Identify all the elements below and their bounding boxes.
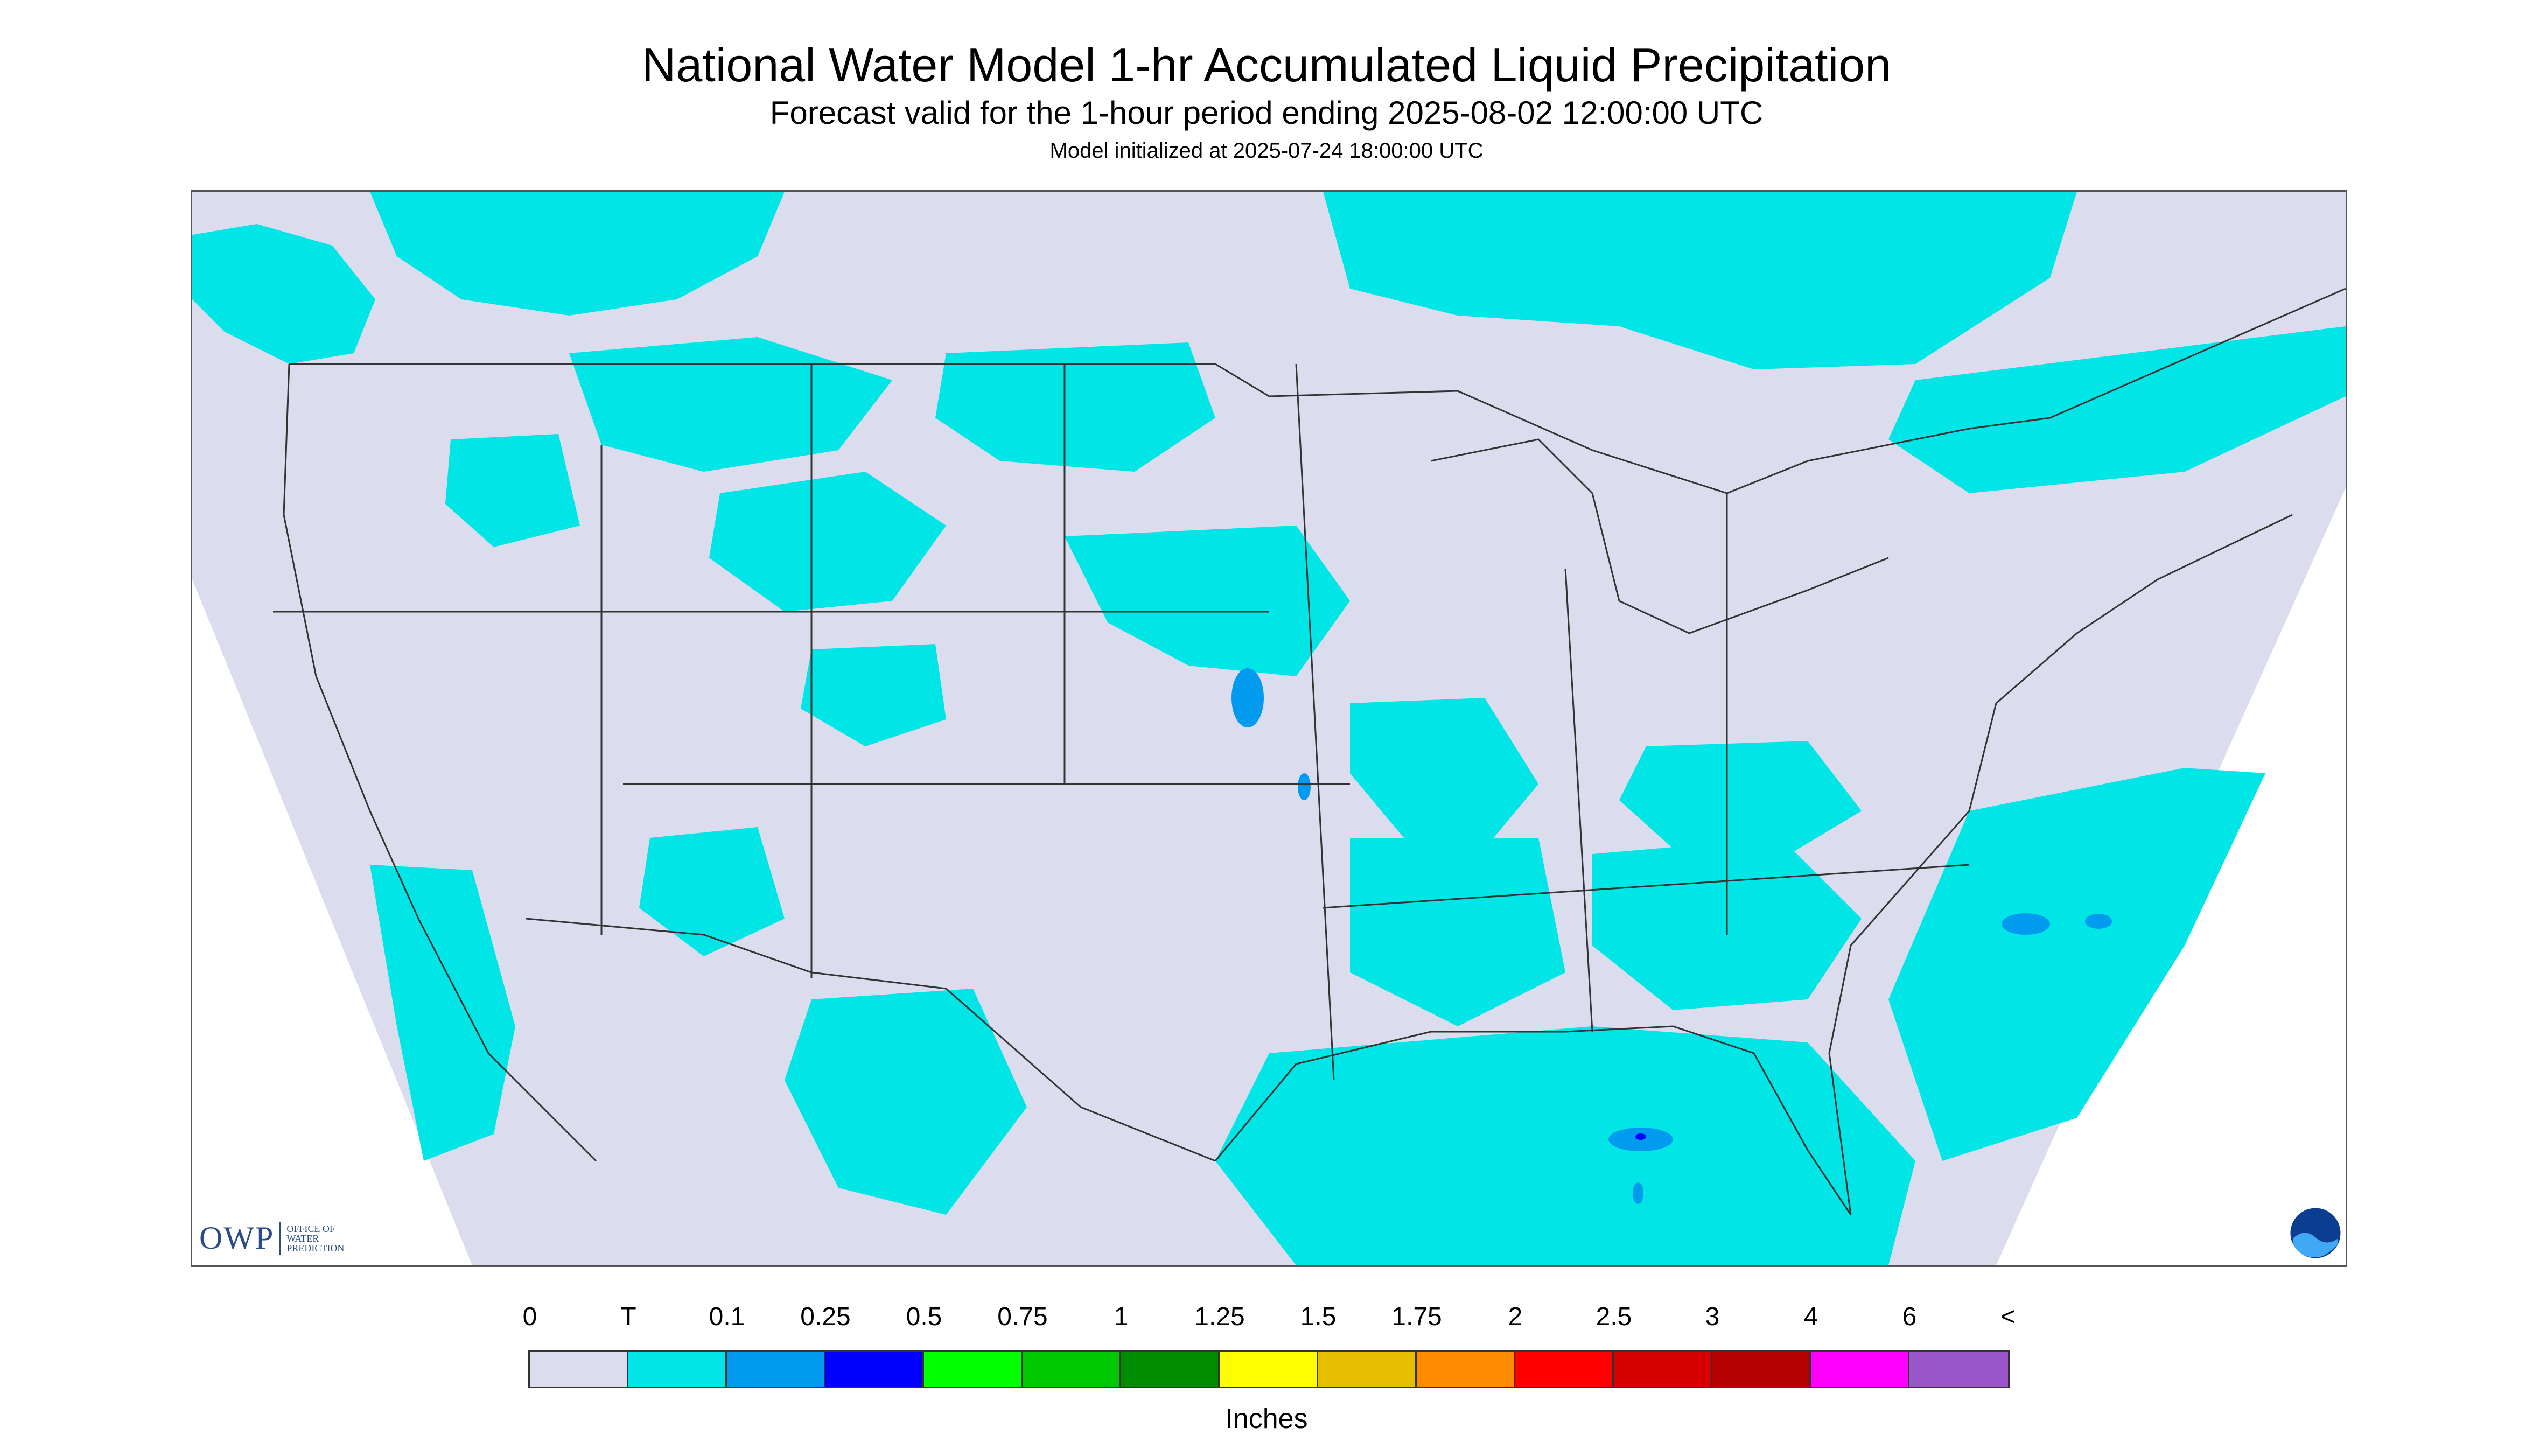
legend-labels: 0 T 0.1 0.25 0.5 0.75 1 1.25 1.5 1.75 2 2.5 3 4 6 < <box>0 1302 2533 1334</box>
precip-area-nebraska <box>1065 526 1350 676</box>
owp-logo-divider <box>279 1222 282 1255</box>
precip-area-ohio-valley <box>1619 741 1862 859</box>
precip-area-wyoming <box>709 472 946 612</box>
precip-area-atlantic <box>1888 768 2265 1161</box>
precip-spot-blue <box>1635 1133 1646 1140</box>
precip-area-northwest <box>192 224 375 364</box>
legend-swatch <box>1614 1352 1712 1387</box>
precip-area-canada-west <box>370 192 785 316</box>
legend-label: 3 <box>1705 1303 1720 1331</box>
owp-logo: OWP OFFICE OF WATER PREDICTION <box>199 1220 344 1257</box>
legend-swatch <box>1712 1352 1811 1387</box>
legend-swatch <box>825 1352 924 1387</box>
legend-swatch <box>1318 1352 1417 1387</box>
state-line-7 <box>1323 864 1970 909</box>
us-mexico-border <box>526 918 1216 1162</box>
legend-label: 0.75 <box>997 1303 1048 1331</box>
model-init-text: Model initialized at 2025-07-24 18:00:00… <box>1049 139 1484 163</box>
owp-logo-subtext: OFFICE OF WATER PREDICTION <box>286 1223 345 1254</box>
legend-swatch <box>530 1352 628 1387</box>
legend-label: < <box>2000 1303 2016 1331</box>
state-line-8 <box>1564 568 1593 1032</box>
legend-colorbar <box>528 1350 2010 1388</box>
legend-swatch <box>727 1352 825 1387</box>
precip-area-dakotas <box>935 342 1215 472</box>
legend-swatch <box>1121 1352 1220 1387</box>
owp-logo-text: OWP <box>199 1220 275 1256</box>
legend-label: 6 <box>1902 1303 1917 1331</box>
precip-area-idaho <box>445 434 580 547</box>
legend-swatch <box>1811 1352 1909 1387</box>
precip-area-baja <box>370 865 515 1161</box>
precip-area-canada-east <box>1323 192 2077 369</box>
precipitation-map <box>191 190 2347 1267</box>
us-canada-border <box>289 288 2346 494</box>
legend-swatch <box>924 1352 1023 1387</box>
legend-label: 0.1 <box>709 1303 745 1331</box>
precip-area-arizona <box>639 827 785 956</box>
legend-swatch <box>1417 1352 1515 1387</box>
precip-spot-kansas <box>1298 773 1311 800</box>
gulf-coast <box>1214 1025 1852 1215</box>
east-coast <box>1828 514 2293 1215</box>
precip-area-colorado <box>801 644 946 746</box>
noaa-logo <box>2289 1206 2342 1260</box>
legend-label: T <box>620 1303 636 1331</box>
west-coast <box>283 363 597 1162</box>
precip-trace-areas <box>192 192 2346 1265</box>
precip-spot-nebraska <box>1231 668 1264 727</box>
legend-swatch <box>1515 1352 1614 1387</box>
legend-units: Inches <box>1225 1403 1308 1434</box>
legend-label: 2.5 <box>1596 1303 1632 1331</box>
state-line-4 <box>1295 363 1335 1081</box>
legend-label: 0 <box>522 1303 537 1331</box>
precip-area-northeast <box>1888 326 2346 493</box>
precip-spot-atlantic-2 <box>2085 914 2112 929</box>
legend-label: 4 <box>1803 1303 1818 1331</box>
precip-area-mexico <box>785 989 1027 1215</box>
legend-label: 0.25 <box>800 1303 851 1331</box>
legend-label: 2 <box>1508 1303 1523 1331</box>
great-lakes <box>1430 438 1889 634</box>
legend-label: 1.5 <box>1300 1303 1337 1331</box>
map-subtitle: Forecast valid for the 1-hour period end… <box>769 95 1764 131</box>
legend-label: 0.5 <box>906 1303 942 1331</box>
legend-label: 1 <box>1114 1303 1129 1331</box>
legend-swatch <box>1909 1352 2008 1387</box>
legend-label: 1.25 <box>1194 1303 1245 1331</box>
legend-swatch <box>1220 1352 1318 1387</box>
boundary-lines <box>273 288 2346 1215</box>
precip-area-missouri <box>1350 698 1538 849</box>
legend-swatch <box>628 1352 727 1387</box>
precip-area-gulf <box>1215 1026 1915 1265</box>
precip-spot-atlantic <box>2002 913 2050 935</box>
legend-label: 1.75 <box>1391 1303 1442 1331</box>
legend-swatch <box>1023 1352 1121 1387</box>
map-canvas <box>192 192 2346 1265</box>
precip-area-mississippi <box>1350 838 1565 1026</box>
map-title: National Water Model 1-hr Accumulated Li… <box>641 38 1892 92</box>
precip-spot-florida <box>1633 1182 1643 1204</box>
